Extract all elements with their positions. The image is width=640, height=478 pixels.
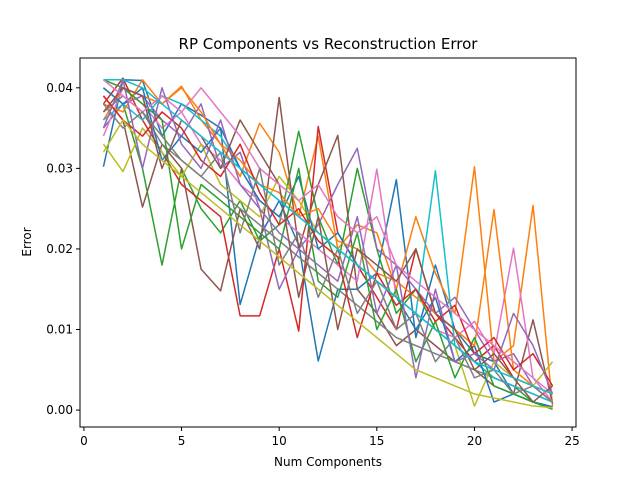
series-line-19 (102, 119, 553, 409)
series-line-13 (103, 79, 553, 410)
x-tick-label: 5 (178, 434, 186, 448)
series-line-16 (102, 87, 554, 403)
series-line-5 (102, 95, 553, 395)
y-tick-label: 0.00 (46, 403, 73, 417)
y-tick-label: 0.01 (46, 323, 73, 337)
series-line-11 (102, 87, 553, 408)
x-axis-ticks: 0 5 10 15 20 25 (80, 427, 580, 448)
plot-frame (79, 57, 577, 428)
series-line-2 (102, 85, 554, 407)
series-line-18 (102, 103, 554, 403)
plot-lines (102, 77, 554, 410)
x-tick-label: 25 (564, 434, 579, 448)
series-line-14 (102, 95, 554, 387)
series-line-17 (102, 79, 554, 403)
x-tick-label: 0 (80, 434, 88, 448)
y-tick-label: 0.04 (46, 81, 73, 95)
series-line-20 (103, 79, 553, 395)
x-axis-label: Num Components (274, 455, 382, 469)
series-line-12 (103, 79, 553, 395)
series-line-4 (102, 77, 554, 403)
y-axis-ticks: 0.00 0.01 0.02 0.03 0.04 (46, 81, 80, 417)
series-line-6 (102, 95, 554, 404)
series-line-1 (102, 79, 553, 408)
y-axis-label: Error (20, 227, 34, 256)
y-tick-label: 0.03 (46, 161, 73, 175)
y-tick-label: 0.02 (46, 242, 73, 256)
series-line-8 (102, 95, 553, 403)
chart-title: RP Components vs Reconstruction Error (179, 35, 479, 53)
x-tick-label: 15 (369, 434, 384, 448)
x-tick-label: 20 (467, 434, 482, 448)
x-tick-label: 10 (272, 434, 287, 448)
